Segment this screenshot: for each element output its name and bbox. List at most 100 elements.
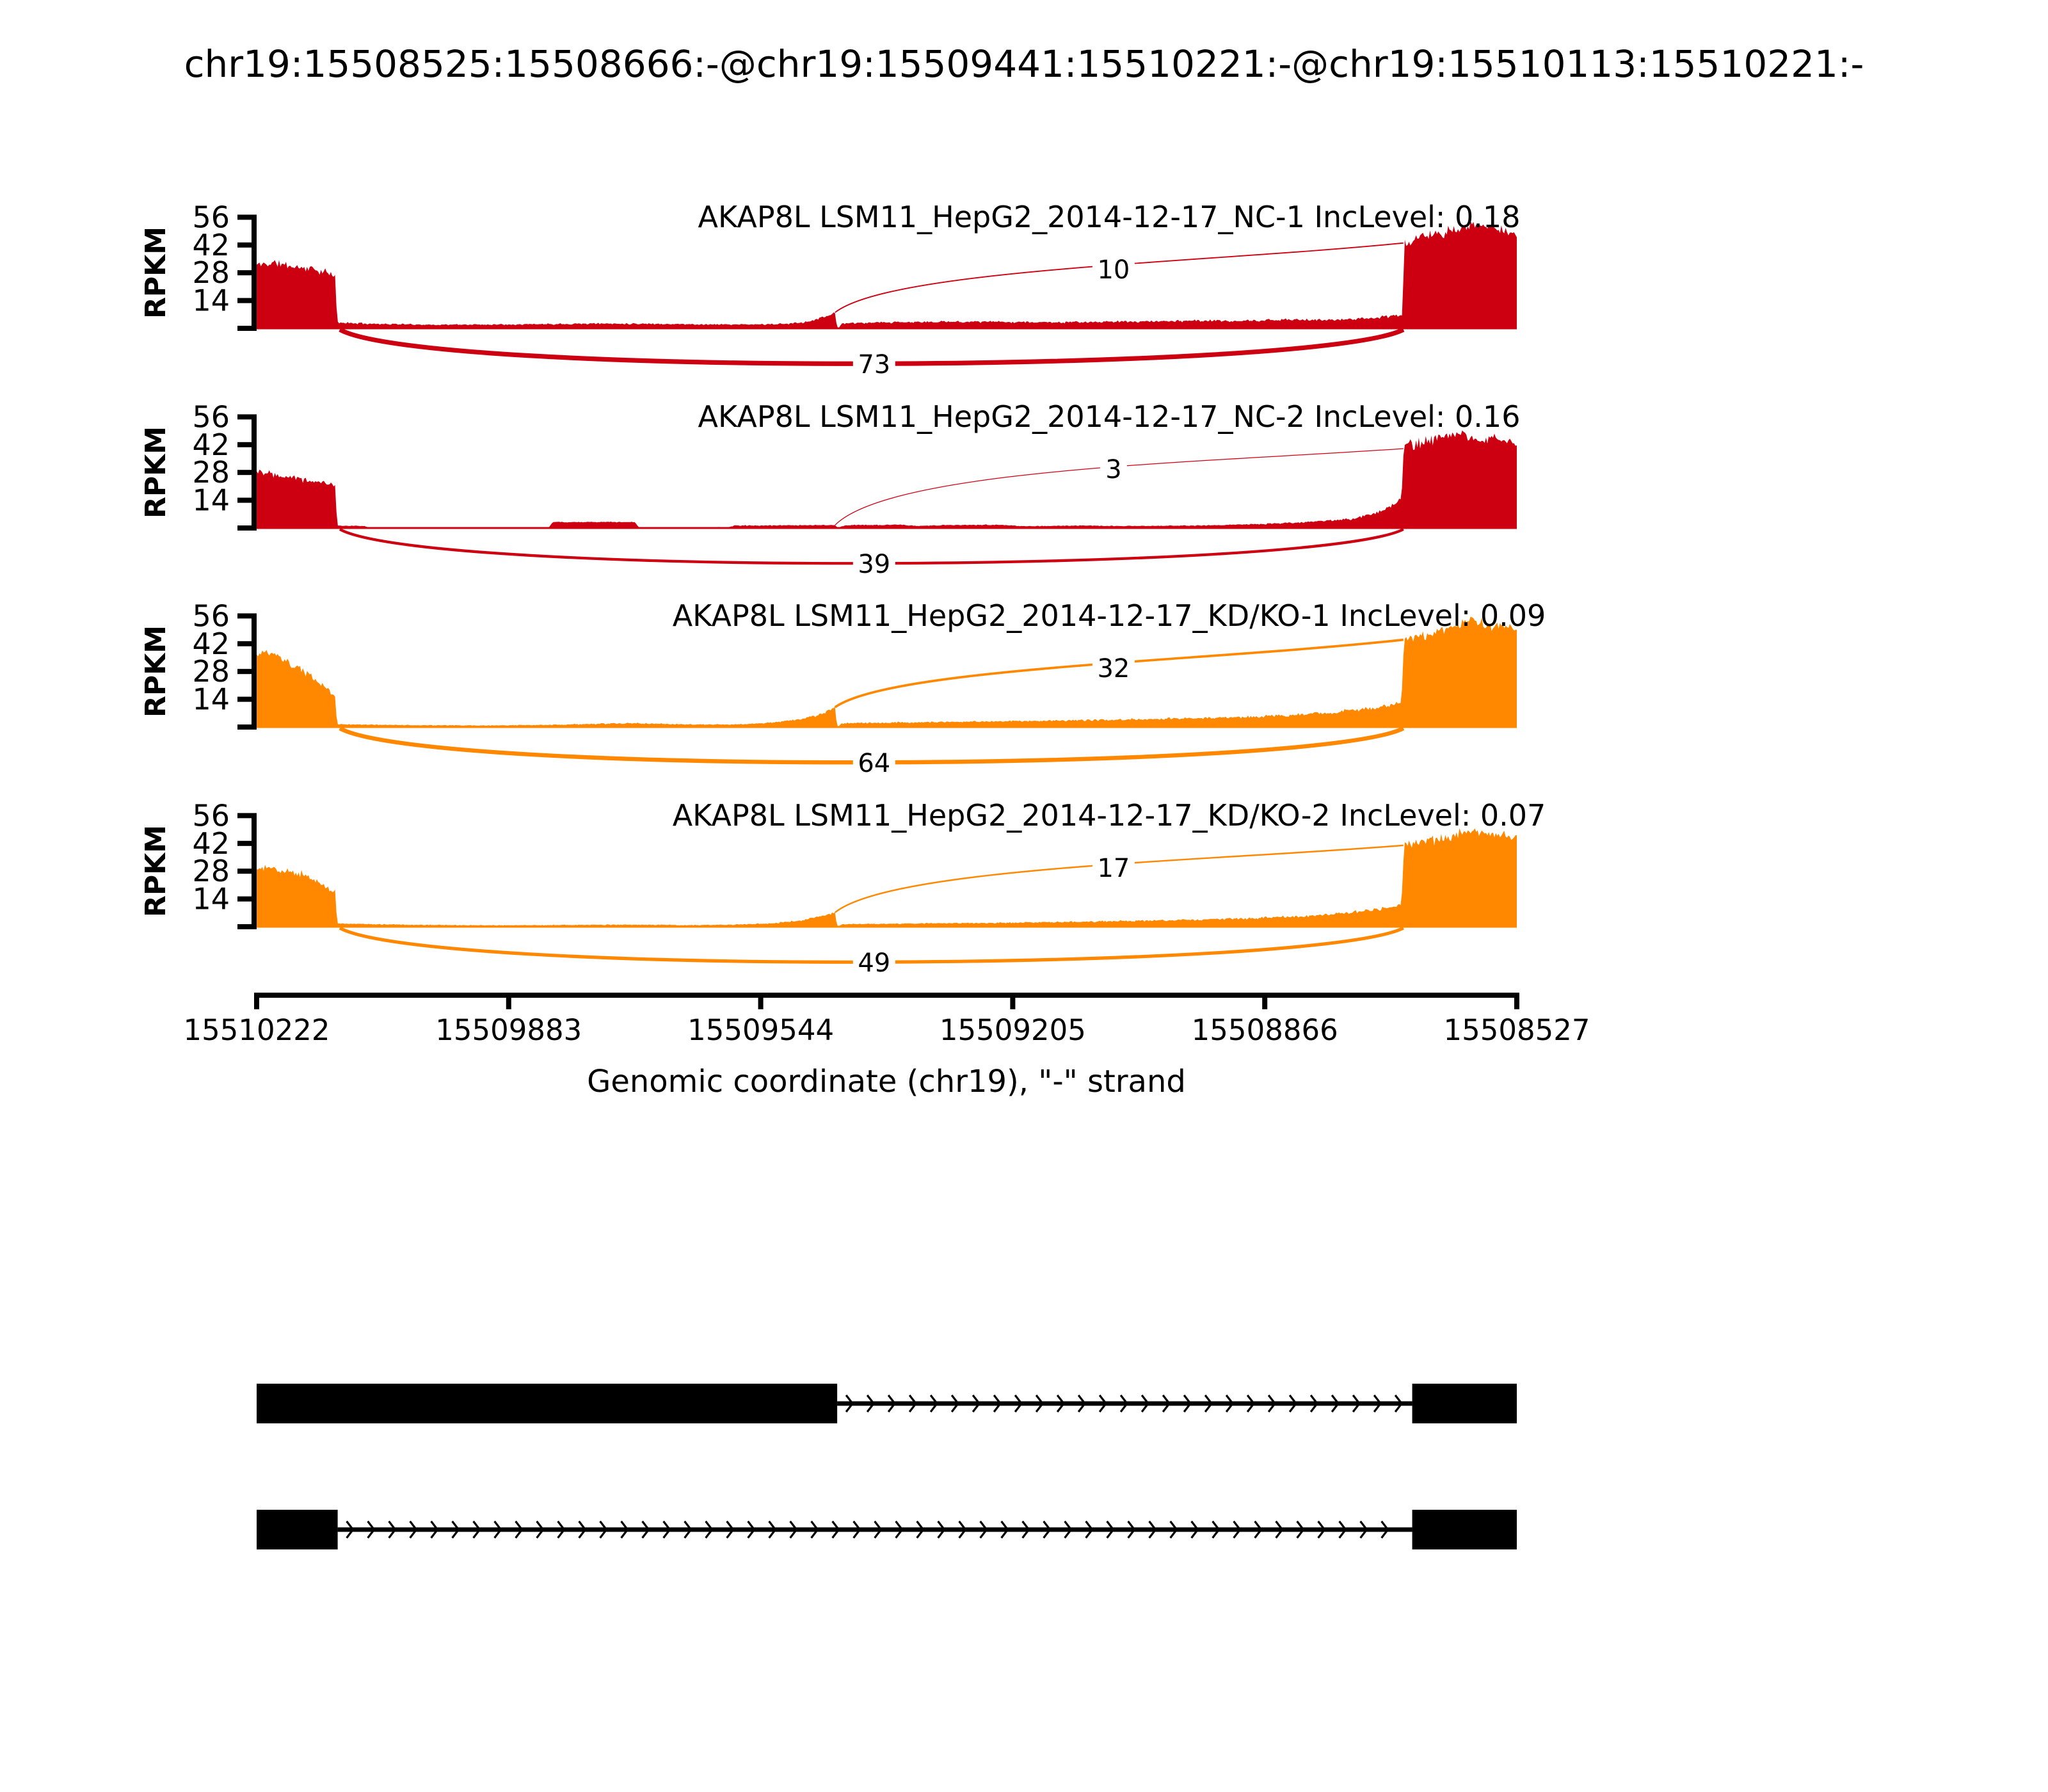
y-axis-tick-28	[237, 270, 252, 276]
strand-arrow-icon	[515, 1521, 524, 1539]
strand-arrow-icon	[1106, 1521, 1115, 1539]
strand-arrow-icon	[768, 1521, 777, 1539]
y-axis-tick-14	[237, 696, 252, 702]
strand-arrow-icon	[1233, 1521, 1242, 1539]
track-title: AKAP8L LSM11_HepG2_2014-12-17_KD/KO-2 In…	[673, 798, 1546, 833]
exon-box-2	[1412, 1510, 1517, 1549]
x-axis-line	[254, 993, 1519, 998]
strand-arrow-icon	[1077, 1395, 1087, 1412]
strand-arrow-icon	[1140, 1395, 1150, 1412]
exon-box-2	[1412, 1384, 1517, 1423]
y-axis-title: RPKM	[140, 227, 172, 319]
y-axis-tick-0	[237, 924, 252, 929]
x-axis-tick-5	[1514, 993, 1519, 1009]
exon-box-1	[257, 1510, 338, 1549]
strand-arrow-icon	[705, 1521, 714, 1539]
y-axis-tick-label-56: 56	[192, 200, 230, 234]
track-title: AKAP8L LSM11_HepG2_2014-12-17_KD/KO-1 In…	[673, 598, 1546, 633]
strand-arrow-icon	[1162, 1395, 1171, 1412]
strand-arrow-icon	[1394, 1395, 1404, 1412]
junction-label-gap	[852, 347, 895, 380]
strand-arrow-icon	[1043, 1521, 1052, 1539]
strand-arrow-icon	[367, 1521, 376, 1539]
y-axis-tick-42	[237, 641, 252, 646]
strand-arrow-icon	[831, 1521, 840, 1539]
x-axis-tick-label-3: 15509205	[940, 1013, 1086, 1047]
y-axis-title: RPKM	[140, 625, 172, 717]
y-axis-tick-0	[237, 326, 252, 331]
x-axis: Genomic coordinate (chr19), "-" strand 1…	[183, 993, 1590, 1100]
y-axis-spine	[252, 214, 257, 331]
coverage-area	[257, 221, 1517, 328]
junction-label-gap	[1092, 252, 1135, 285]
y-axis-tick-42	[237, 242, 252, 248]
strand-arrow-icon	[1373, 1395, 1382, 1412]
coverage-area	[257, 616, 1517, 727]
strand-arrow-icon	[1064, 1521, 1073, 1539]
strand-arrow-icon	[810, 1521, 819, 1539]
strand-arrow-icon	[1190, 1521, 1199, 1539]
x-axis-tick-2	[758, 993, 764, 1009]
strand-arrow-icon	[1380, 1521, 1389, 1539]
coverage-area	[257, 430, 1517, 528]
junction-label-gap	[852, 945, 895, 979]
junction-label-gap	[1092, 851, 1135, 884]
isoform-1	[257, 1384, 1517, 1423]
strand-arrow-icon	[958, 1521, 967, 1539]
strand-arrow-icon	[993, 1395, 1002, 1412]
junction-arc-top-count-17	[835, 844, 1404, 913]
strand-arrow-icon	[346, 1521, 355, 1539]
strand-arrow-icon	[1148, 1521, 1157, 1539]
x-axis-tick-1	[506, 993, 511, 1009]
strand-arrow-icon	[1317, 1521, 1326, 1539]
strand-arrow-icon	[662, 1521, 671, 1539]
strand-arrow-icon	[493, 1521, 502, 1539]
strand-arrow-icon	[887, 1395, 897, 1412]
junction-count-label: 10	[1097, 255, 1130, 285]
strand-arrow-icon	[866, 1395, 876, 1412]
junction-count-label: 49	[858, 948, 890, 978]
y-axis-tick-label-56: 56	[192, 598, 230, 633]
strand-arrow-icon	[1296, 1521, 1305, 1539]
junction-count-label: 32	[1097, 654, 1130, 684]
strand-arrow-icon	[1098, 1395, 1108, 1412]
junction-label-gap	[852, 746, 895, 779]
junction-count-label: 39	[858, 550, 890, 579]
strand-arrow-icon	[472, 1521, 481, 1539]
y-axis-tick-56	[237, 414, 252, 420]
y-axis-tick-label-28: 28	[192, 854, 230, 888]
strand-arrow-icon	[599, 1521, 608, 1539]
strand-arrow-icon	[557, 1521, 566, 1539]
y-axis-tick-14	[237, 896, 252, 902]
y-axis-tick-56	[237, 613, 252, 619]
strand-arrow-icon	[1183, 1395, 1192, 1412]
x-axis-tick-label-4: 15508866	[1192, 1013, 1338, 1047]
y-axis-tick-label-28: 28	[192, 255, 230, 290]
strand-arrow-icon	[1352, 1395, 1361, 1412]
y-axis-tick-42	[237, 840, 252, 846]
junction-count-label: 3	[1105, 455, 1121, 484]
strand-arrow-icon	[388, 1521, 397, 1539]
x-axis-tick-label-5: 15508527	[1443, 1013, 1590, 1047]
strand-arrow-icon	[430, 1521, 439, 1539]
strand-arrow-icon	[620, 1521, 629, 1539]
y-axis-tick-label-28: 28	[192, 654, 230, 689]
strand-arrow-icon	[409, 1521, 418, 1539]
strand-arrow-icon	[1169, 1521, 1178, 1539]
y-axis-tick-label-42: 42	[192, 627, 230, 661]
strand-arrow-icon	[1204, 1395, 1213, 1412]
isoform-structure-diagram	[257, 1384, 1517, 1549]
junction-arc-top-count-10	[835, 242, 1404, 313]
strand-arrow-icon	[1267, 1395, 1277, 1412]
strand-arrow-icon	[1331, 1395, 1340, 1412]
y-axis-spine	[252, 414, 257, 531]
track-title: AKAP8L LSM11_HepG2_2014-12-17_NC-1 IncLe…	[698, 200, 1521, 234]
y-axis-tick-28	[237, 669, 252, 675]
x-axis-tick-label-1: 15509883	[435, 1013, 582, 1047]
strand-arrow-icon	[1359, 1521, 1368, 1539]
